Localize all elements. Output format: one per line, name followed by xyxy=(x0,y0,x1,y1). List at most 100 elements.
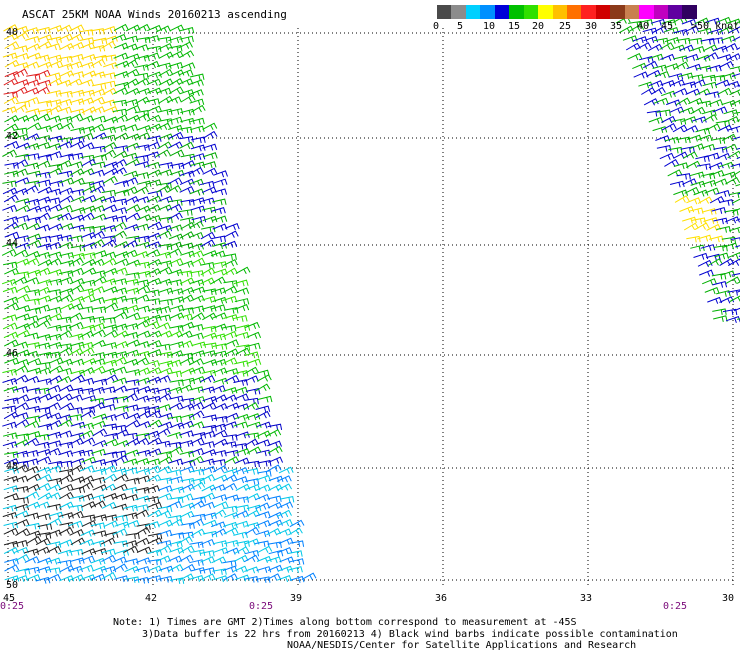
wind-barb xyxy=(170,150,184,156)
wind-barb xyxy=(256,384,270,391)
wind-barb xyxy=(170,305,184,311)
wind-barb xyxy=(168,371,182,377)
wind-barb xyxy=(715,80,729,86)
legend-swatch xyxy=(581,5,595,19)
wind-barb xyxy=(168,200,182,206)
wind-barb xyxy=(81,411,95,418)
lat-label: 50 xyxy=(6,580,18,591)
wind-barb xyxy=(58,348,72,355)
wind-barb xyxy=(190,126,204,132)
wind-barb xyxy=(655,136,669,142)
wind-barb xyxy=(721,36,735,42)
wind-barb xyxy=(674,163,688,169)
wind-barb xyxy=(137,181,151,187)
wind-barb xyxy=(103,474,117,481)
wind-barb xyxy=(280,497,294,503)
wind-barb xyxy=(213,395,227,401)
wind-barb xyxy=(222,442,236,448)
wind-barb xyxy=(2,370,16,376)
wind-barb xyxy=(104,521,118,527)
wind-barb xyxy=(135,342,149,348)
wind-barb xyxy=(3,287,17,293)
wind-barb xyxy=(180,90,194,96)
wind-barb xyxy=(167,502,181,508)
wind-barb xyxy=(145,522,159,528)
wind-barb xyxy=(46,198,60,204)
wind-barb xyxy=(13,169,27,175)
wind-barb xyxy=(113,216,127,222)
legend-label: 15 xyxy=(508,21,520,32)
wind-barb xyxy=(136,236,150,242)
wind-barb xyxy=(189,90,203,96)
wind-barb xyxy=(113,378,127,384)
wind-barb xyxy=(233,532,247,538)
wind-barb xyxy=(191,377,205,383)
wind-barb xyxy=(115,83,129,89)
wind-barb xyxy=(202,297,216,303)
wind-barb xyxy=(212,424,226,430)
wind-barb xyxy=(170,313,184,319)
wind-barb xyxy=(71,450,85,456)
wind-barb xyxy=(70,169,84,176)
wind-barb xyxy=(114,25,128,32)
wind-barb xyxy=(267,557,281,563)
wind-barb xyxy=(103,494,117,500)
wind-barb xyxy=(27,537,41,544)
legend-label: 10 xyxy=(483,21,495,32)
wind-barb xyxy=(211,522,225,528)
wind-barb xyxy=(35,442,49,448)
wind-barb xyxy=(47,189,61,195)
wind-barb xyxy=(92,531,106,537)
wind-barb xyxy=(169,565,183,571)
wind-barb xyxy=(728,151,740,158)
wind-barb xyxy=(91,330,105,336)
wind-barb xyxy=(15,259,29,265)
wind-barb xyxy=(649,118,663,124)
wind-barb xyxy=(26,44,40,50)
wind-barb xyxy=(189,403,203,409)
legend-swatch xyxy=(495,5,509,19)
wind-barb xyxy=(36,578,50,584)
wind-barb xyxy=(713,218,727,224)
wind-barb xyxy=(104,303,118,309)
wind-barb xyxy=(706,124,720,130)
wind-barb xyxy=(58,64,72,70)
wind-barb xyxy=(57,213,71,219)
legend-swatch xyxy=(466,5,480,19)
wind-barb xyxy=(145,53,159,59)
wind-barb xyxy=(181,95,195,102)
legend-label: >50 knots xyxy=(691,21,740,32)
wind-barb xyxy=(57,107,71,113)
wind-barb xyxy=(14,375,28,381)
wind-barb xyxy=(79,431,93,437)
wind-barb xyxy=(179,36,193,42)
wind-barb xyxy=(5,42,19,49)
wind-barb xyxy=(717,55,731,61)
wind-barb xyxy=(27,368,41,374)
wind-barb xyxy=(37,363,51,369)
wind-barb xyxy=(234,404,248,410)
wind-barb xyxy=(4,332,18,338)
wind-barb xyxy=(113,288,127,294)
wind-barb xyxy=(148,191,162,197)
wind-barb xyxy=(288,567,302,573)
wind-barb xyxy=(686,161,700,167)
wind-barb xyxy=(717,88,731,95)
wind-barb xyxy=(674,152,688,158)
wind-barb xyxy=(235,449,249,455)
wind-barb xyxy=(124,433,138,439)
wind-barb xyxy=(222,326,236,332)
wind-barb xyxy=(168,447,182,454)
wind-barb xyxy=(102,415,116,421)
wind-barb xyxy=(91,403,105,409)
lon-label: 39 xyxy=(290,593,302,604)
wind-barb xyxy=(180,232,194,239)
wind-barb xyxy=(158,486,172,492)
wind-barb xyxy=(717,227,731,233)
wind-barb xyxy=(147,170,161,176)
wind-barb xyxy=(5,565,19,572)
wind-barb xyxy=(191,106,205,113)
wind-barb xyxy=(689,75,703,81)
wind-barb xyxy=(15,360,29,366)
wind-barb xyxy=(91,46,105,52)
